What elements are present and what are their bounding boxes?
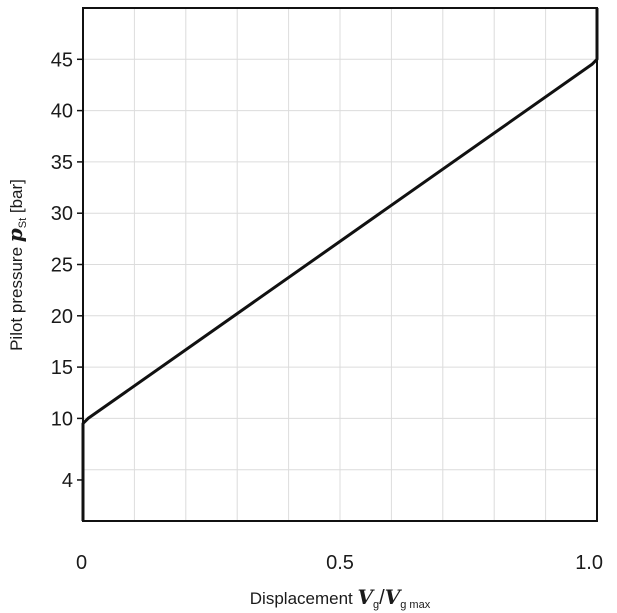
ticks: 4 10 15 20 25 30 35 40 45 0 0.5 1.0: [51, 49, 603, 574]
x-axis-label-sub2: g max: [400, 599, 430, 611]
y-tick-label: 35: [51, 152, 73, 174]
grid: [83, 8, 597, 521]
y-tick-label: 15: [51, 357, 73, 379]
y-axis-label-sub: St: [17, 218, 29, 228]
y-axis-label-suffix: [bar]: [7, 179, 26, 218]
y-axis-label: Pilot pressure pSt [bar]: [3, 179, 29, 351]
x-axis-label-prefix: Displacement: [250, 589, 358, 608]
x-tick-label: 0: [76, 552, 87, 574]
y-axis-label-var: p: [3, 228, 27, 242]
y-tick-label: 4: [62, 470, 73, 492]
x-axis-label: Displacement Vg/Vg max: [250, 585, 431, 611]
x-tick-label: 1.0: [575, 552, 603, 574]
y-tick-label: 45: [51, 49, 73, 71]
y-tick-label: 20: [51, 306, 73, 328]
y-tick-label: 25: [51, 255, 73, 277]
x-tick-label: 0.5: [326, 552, 354, 574]
y-tick-label: 30: [51, 203, 73, 225]
y-tick-label: 10: [51, 408, 73, 430]
y-tick-label: 40: [51, 101, 73, 123]
y-axis-label-prefix: Pilot pressure: [7, 242, 26, 351]
